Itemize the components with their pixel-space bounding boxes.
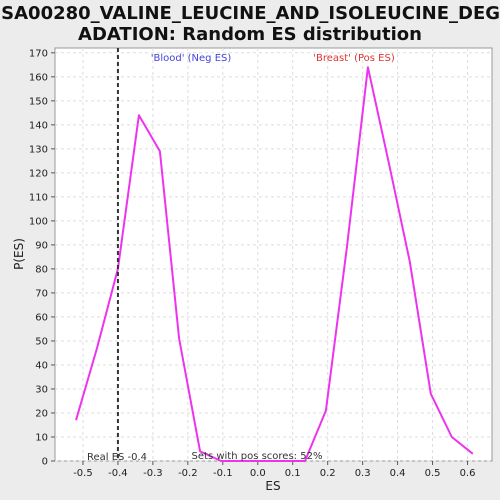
y-tick-label: 160 xyxy=(29,72,48,83)
y-tick-label: 70 xyxy=(35,288,48,299)
x-tick-label: 0.3 xyxy=(355,468,371,479)
x-tick-label: 0.2 xyxy=(320,468,336,479)
y-tick-label: 30 xyxy=(35,384,48,395)
x-tick-label: -0.5 xyxy=(73,468,93,479)
y-tick-label: 130 xyxy=(29,144,48,155)
x-tick-label: -0.1 xyxy=(213,468,233,479)
y-tick-label: 80 xyxy=(35,264,48,275)
chart-title-line1: HSA00280_VALINE_LEUCINE_AND_ISOLEUCINE_D… xyxy=(0,3,500,24)
y-tick-label: 40 xyxy=(35,360,48,371)
x-axis-ticks: -0.5 -0.4 -0.3 -0.2 -0.1 0.0 0.1 0.2 0.3 0.4 0.5 0.… xyxy=(73,461,475,479)
y-tick-label: 60 xyxy=(35,312,48,323)
y-tick-label: 0 xyxy=(42,457,48,468)
x-tick-label: 0.0 xyxy=(250,468,266,479)
y-axis-ticks: 0 10 20 30 40 50 60 70 80 90 100 110 120 130 140 150 160… xyxy=(29,48,55,468)
x-tick-label: 0.4 xyxy=(390,468,406,479)
y-axis-label: P(ES) xyxy=(12,238,26,270)
y-tick-label: 10 xyxy=(35,432,48,443)
y-tick-label: 140 xyxy=(29,120,48,131)
x-tick-label: -0.4 xyxy=(108,468,128,479)
x-tick-label: 0.1 xyxy=(285,468,301,479)
y-tick-label: 20 xyxy=(35,408,48,419)
neg-es-label: 'Blood' (Neg ES) xyxy=(151,53,232,64)
chart-title-line2: ADATION: Random ES distribution xyxy=(78,24,422,45)
x-tick-label: 0.5 xyxy=(425,468,441,479)
y-tick-label: 150 xyxy=(29,96,48,107)
y-tick-label: 110 xyxy=(29,192,48,203)
y-tick-label: 50 xyxy=(35,336,48,347)
y-tick-label: 100 xyxy=(29,216,48,227)
x-tick-label: -0.3 xyxy=(143,468,163,479)
pos-es-label: 'Breast' (Pos ES) xyxy=(313,53,395,64)
pos-scores-label: Sets with pos scores: 52% xyxy=(192,451,323,462)
y-tick-label: 120 xyxy=(29,168,48,179)
x-tick-label: -0.2 xyxy=(178,468,198,479)
series-group xyxy=(75,66,474,462)
real-es-label: Real ES -0.4 xyxy=(87,452,147,463)
x-axis-label: ES xyxy=(265,479,280,493)
plot-area xyxy=(54,47,493,462)
es-distribution-line xyxy=(75,66,474,462)
x-tick-label: 0.6 xyxy=(460,468,476,479)
y-tick-label: 170 xyxy=(29,48,48,59)
y-tick-label: 90 xyxy=(35,240,48,251)
